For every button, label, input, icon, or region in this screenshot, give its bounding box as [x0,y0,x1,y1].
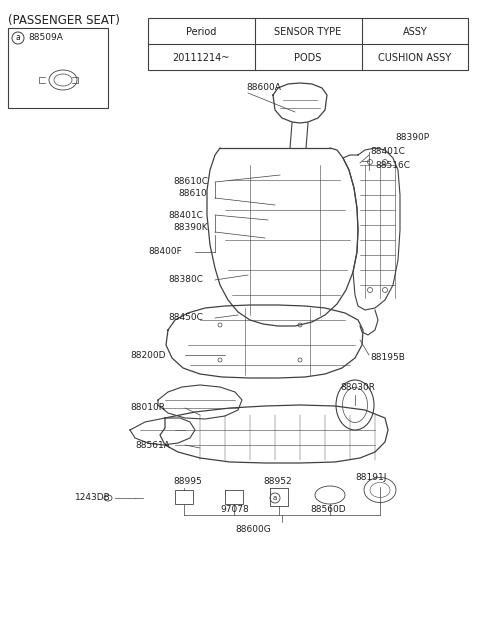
Bar [148,18,468,70]
Text: 88390P: 88390P [395,134,429,142]
Text: 88450C: 88450C [168,314,203,322]
Text: Period: Period [186,27,216,37]
Text: 97078: 97078 [220,506,249,515]
Text: 88380C: 88380C [168,275,203,284]
Text: 88191J: 88191J [355,473,386,483]
Text: 88610: 88610 [178,190,207,198]
Text: 88610C: 88610C [173,177,208,186]
Text: 88600A: 88600A [246,83,281,92]
Text: (PASSENGER SEAT): (PASSENGER SEAT) [8,14,120,27]
Text: PODS: PODS [294,53,322,63]
Text: 88509A: 88509A [28,34,63,43]
Text: 88401C: 88401C [370,148,405,156]
Text: 88390K: 88390K [173,223,208,233]
Text: ASSY: ASSY [403,27,427,37]
Bar [175,490,193,504]
Text: 88400F: 88400F [148,247,182,256]
Text: 88995: 88995 [173,478,202,487]
Text: 88200D: 88200D [130,350,166,359]
Text: 88195B: 88195B [370,354,405,363]
Text: 88010R: 88010R [130,403,165,413]
Text: 88401C: 88401C [168,211,203,219]
Bar [8,28,108,108]
Text: CUSHION ASSY: CUSHION ASSY [378,53,452,63]
Text: SENSOR TYPE: SENSOR TYPE [275,27,342,37]
Text: a: a [273,495,277,501]
Text: 88600G: 88600G [235,525,271,534]
Text: 88561A: 88561A [135,441,170,450]
Text: 1243DB: 1243DB [75,494,111,502]
Text: 88030R: 88030R [340,384,375,392]
Text: 88516C: 88516C [375,162,410,170]
Text: 88560D: 88560D [310,506,346,515]
Text: 88952: 88952 [263,478,292,487]
Text: 20111214~: 20111214~ [172,53,230,63]
Text: a: a [16,34,20,43]
